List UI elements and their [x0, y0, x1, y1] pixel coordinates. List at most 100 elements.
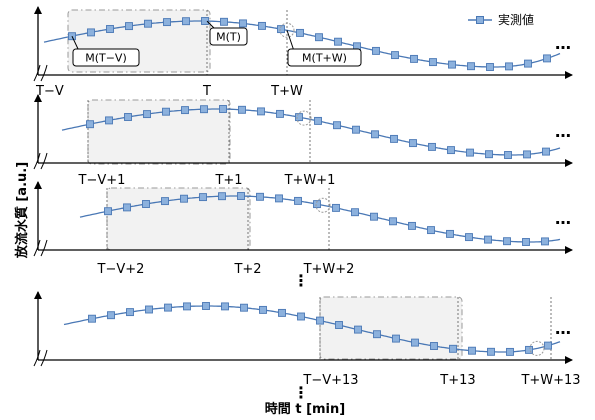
- data-point: [522, 238, 530, 246]
- tick-label: T−V+1: [78, 173, 126, 188]
- data-point: [505, 62, 513, 71]
- data-point: [333, 121, 341, 130]
- tick-label: T+W+2: [303, 262, 355, 277]
- tick-label: T−V: [35, 84, 64, 99]
- data-point: [256, 192, 264, 201]
- data-point: [389, 217, 397, 226]
- data-point: [107, 311, 115, 320]
- data-point: [524, 59, 532, 68]
- tick-label: T+W: [270, 84, 303, 99]
- x-axis-title: 時間 t [min]: [265, 401, 345, 417]
- data-point: [484, 235, 492, 244]
- tick-label: T−V+13: [302, 373, 358, 388]
- data-point: [238, 105, 246, 114]
- axis-break: [33, 64, 48, 82]
- legend: 実測値: [468, 12, 534, 27]
- tick-label: T: [202, 84, 211, 99]
- data-point: [144, 19, 152, 28]
- data-point: [370, 212, 378, 221]
- data-point: [542, 147, 550, 156]
- data-point: [352, 125, 360, 134]
- target-circle: [296, 110, 312, 126]
- panel-4: T−V+13 T+13 T+W+13…: [33, 291, 581, 388]
- data-point: [486, 63, 494, 71]
- data-point: [544, 341, 552, 350]
- data-point: [316, 316, 324, 325]
- axis-break: [33, 349, 48, 367]
- data-point: [123, 203, 131, 212]
- series-ellipsis: …: [555, 34, 571, 53]
- data-point: [295, 113, 303, 122]
- tick-label: T+1: [214, 173, 242, 188]
- target-circle: [279, 22, 295, 38]
- data-point: [503, 237, 511, 246]
- data-point: [143, 110, 151, 119]
- data-point: [164, 303, 172, 312]
- data-point: [314, 116, 322, 125]
- data-point: [427, 226, 435, 235]
- data-point: [106, 25, 114, 33]
- data-point: [504, 151, 512, 159]
- data-point: [237, 192, 245, 200]
- data-point: [315, 33, 323, 42]
- panel-2: T−V+1 T+1 T+W+1…: [33, 94, 573, 188]
- vertical-ellipsis-bottom: ⋮: [293, 383, 309, 402]
- data-point: [88, 314, 96, 323]
- data-point: [351, 208, 359, 217]
- series-line: [63, 305, 561, 353]
- point-label-box: [287, 48, 362, 67]
- data-point: [335, 321, 343, 329]
- data-point: [221, 302, 229, 311]
- series-ellipsis: …: [555, 319, 571, 338]
- data-point: [104, 207, 112, 216]
- data-point: [391, 51, 399, 60]
- data-point: [219, 105, 227, 113]
- point-label: M(T+W): [302, 52, 347, 65]
- data-point: [411, 338, 419, 347]
- data-point: [428, 142, 436, 151]
- data-point: [87, 28, 95, 37]
- data-point: [525, 345, 533, 354]
- legend-marker: [476, 16, 484, 24]
- tick-label: T+W+13: [520, 373, 580, 388]
- point-label: M(T−V): [85, 52, 127, 65]
- data-point: [523, 150, 531, 159]
- data-point: [163, 18, 171, 27]
- data-point: [182, 17, 190, 26]
- data-point: [126, 308, 134, 317]
- data-point: [218, 192, 226, 201]
- data-point: [506, 347, 514, 356]
- data-point: [408, 221, 416, 230]
- data-point: [124, 113, 132, 121]
- point-label-box: [72, 48, 140, 67]
- tick-label: T+W+1: [284, 173, 336, 188]
- data-point: [297, 312, 305, 321]
- data-point: [276, 109, 284, 118]
- data-point: [465, 233, 473, 242]
- tick-label: T−V+2: [97, 262, 145, 277]
- panel-3: T−V+2 T+2 T+W+2…: [33, 181, 573, 277]
- data-point: [332, 203, 340, 212]
- data-point: [448, 60, 456, 69]
- data-point: [240, 303, 248, 312]
- label-leader: [286, 30, 295, 52]
- data-point: [220, 17, 228, 26]
- data-point: [468, 346, 476, 355]
- panel-1: T−V T T+W … M(T−V) M(T) M(T+W): [33, 6, 573, 99]
- data-point: [392, 334, 400, 343]
- series-ellipsis: …: [555, 209, 571, 228]
- data-point: [161, 197, 169, 206]
- data-point: [199, 193, 207, 202]
- data-point: [466, 148, 474, 157]
- data-point: [180, 194, 188, 203]
- data-point: [429, 58, 437, 67]
- data-point: [447, 146, 455, 155]
- data-point: [485, 150, 493, 159]
- data-point: [105, 116, 113, 125]
- axis-break: [33, 152, 48, 170]
- data-point: [86, 120, 94, 129]
- data-point: [296, 28, 304, 37]
- data-point: [125, 22, 133, 31]
- data-point: [201, 17, 209, 25]
- data-point: [257, 107, 265, 116]
